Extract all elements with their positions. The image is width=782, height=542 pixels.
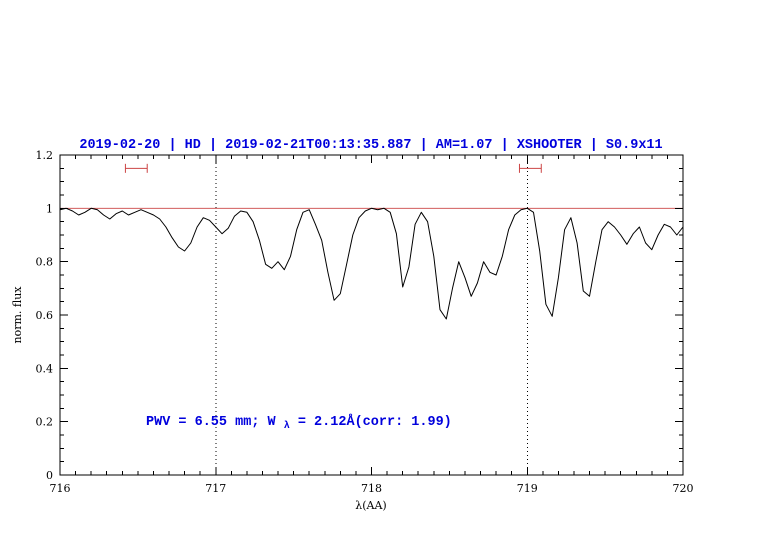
axis-tick-labels: 716 717 718 719 720 0 0.2 0.4 0.6 0.8 1 1.2: [36, 149, 694, 495]
plot-title: 2019-02-20 | HD | 2019-02-21T00:13:35.88…: [79, 138, 662, 153]
pwv-annotation: PWV = 6.55 mm; W λ = 2.12Å(corr: 1.99): [146, 414, 452, 433]
x-tick-label: 720: [673, 482, 694, 495]
x-tick-label: 718: [361, 482, 382, 495]
x-axis-label: λ(AA): [355, 499, 386, 512]
y-tick-label: 0: [46, 469, 53, 482]
spectrum-line: [59, 207, 684, 320]
y-tick-label: 0.4: [36, 362, 54, 375]
annotation-subscript: λ: [284, 420, 290, 432]
y-tick-label: 1: [46, 202, 53, 215]
y-axis-label: norm. flux: [11, 286, 24, 344]
y-tick-label: 0.2: [36, 416, 54, 429]
y-tick-label: 0.6: [36, 309, 54, 322]
spectrum-layer: [59, 207, 684, 320]
plot-frame: [59, 154, 684, 476]
y-tick-label: 0.8: [36, 256, 54, 269]
y-tick-label: 1.2: [36, 149, 54, 162]
dotted-gridlines: [215, 155, 528, 475]
x-tick-label: 719: [517, 482, 538, 495]
x-tick-label: 717: [205, 482, 226, 495]
annotation-suffix: = 2.12Å(corr: 1.99): [298, 414, 452, 430]
ew-markers-layer: [124, 163, 542, 173]
annotation-prefix: PWV = 6.55 mm; W: [146, 415, 277, 430]
x-tick-label: 716: [50, 482, 71, 495]
